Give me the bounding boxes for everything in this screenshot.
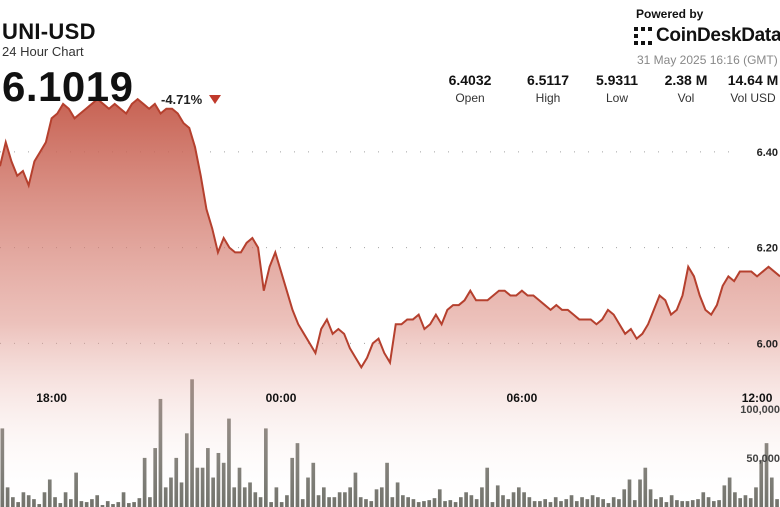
stat-value: 6.4032 [448, 72, 492, 88]
stat-value: 14.64 M [727, 72, 779, 88]
stat-low: 5.9311 Low [587, 72, 647, 105]
price-tick-label: 6.20 [757, 243, 778, 255]
stat-label: Open [455, 91, 485, 105]
stat-label: Vol [677, 91, 695, 105]
stat-label: Low [605, 91, 628, 105]
stat-label: High [535, 91, 561, 105]
stats-panel: 6.4032 Open 6.5117 High 5.9311 Low 2.38 … [440, 72, 780, 112]
volume-tick-label: 50,000 [746, 453, 780, 465]
stat-vol-usd: 14.64 M Vol USD [726, 72, 780, 105]
time-tick-label: 00:00 [266, 391, 297, 405]
price-line [0, 97, 780, 370]
coindesk-logo-icon [634, 27, 652, 45]
stat-label: Vol USD [730, 91, 776, 105]
stat-value: 6.5117 [526, 72, 570, 88]
price-area [0, 99, 780, 507]
logo-text: CoinDeskData [656, 25, 780, 46]
price-change: -4.71% [161, 92, 203, 107]
down-arrow-icon [209, 95, 221, 104]
price-tick-label: 6.00 [757, 338, 778, 350]
current-price: 6.1019 [2, 63, 134, 110]
chart-subtitle: 24 Hour Chart [2, 44, 84, 59]
time-tick-label: 12:00 [742, 391, 773, 405]
time-tick-label: 18:00 [36, 391, 67, 405]
timestamp: 31 May 2025 16:16 (GMT) [637, 53, 778, 67]
stat-value: 5.9311 [595, 72, 639, 88]
coindesk-logo[interactable]: CoinDeskData [634, 25, 780, 47]
time-axis: 18:00 00:00 06:00 12:00 [36, 391, 772, 405]
stat-open: 6.4032 Open [440, 72, 500, 105]
stat-high: 6.5117 High [518, 72, 578, 105]
powered-by-label: Powered by [636, 7, 704, 21]
volume-axis: 100,000 50,000 [740, 404, 780, 465]
stat-value: 2.38 M [664, 72, 708, 88]
stat-vol: 2.38 M Vol [656, 72, 716, 105]
volume-tick-label: 100,000 [740, 404, 780, 416]
symbol-title: UNI-USD [2, 19, 96, 44]
time-tick-label: 06:00 [507, 391, 538, 405]
price-tick-label: 6.40 [757, 147, 778, 159]
price-axis: 6.40 6.20 6.00 [757, 147, 778, 351]
